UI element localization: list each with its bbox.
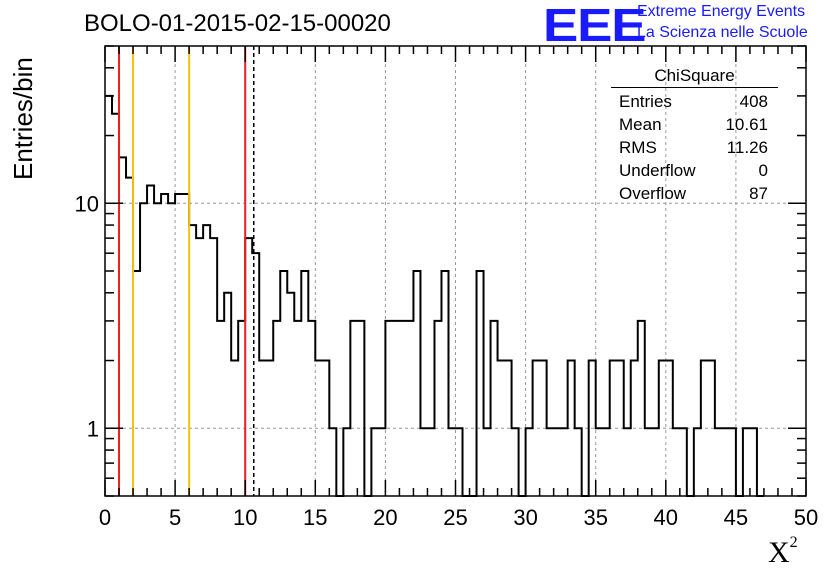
x-tick-label: 25 bbox=[443, 505, 467, 530]
x-tick-label: 50 bbox=[794, 505, 818, 530]
chart-title: BOLO-01-2015-02-15-00020 bbox=[84, 10, 391, 37]
stats-row-entries: Entries 408 bbox=[619, 92, 768, 111]
x-tick-label: 10 bbox=[233, 505, 257, 530]
x-tick-label: 35 bbox=[583, 505, 607, 530]
stats-row-underflow: Underflow 0 bbox=[619, 161, 768, 180]
x-tick-label: 40 bbox=[654, 505, 678, 530]
logo-line-1: Extreme Energy Events bbox=[637, 3, 806, 20]
stats-row-mean: Mean 10.61 bbox=[619, 115, 768, 134]
logo-line-2: La Scienza nelle Scuole bbox=[637, 24, 808, 41]
stats-title: ChiSquare bbox=[611, 66, 778, 88]
x-tick-label: 15 bbox=[303, 505, 327, 530]
x-tick-label: 45 bbox=[724, 505, 748, 530]
histogram-series bbox=[105, 94, 764, 497]
x-tick-label: 0 bbox=[99, 505, 111, 530]
x-tick-label: 30 bbox=[513, 505, 537, 530]
stats-row-rms: RMS 11.26 bbox=[619, 138, 768, 157]
y-axis-label: Entries/bin bbox=[8, 57, 38, 180]
stats-row-overflow: Overflow 87 bbox=[619, 184, 768, 203]
x-axis-label: X2 bbox=[768, 534, 798, 569]
y-tick-label: 10 bbox=[75, 191, 99, 216]
eee-logo: EEE bbox=[543, 0, 647, 51]
x-tick-label: 20 bbox=[373, 505, 397, 530]
y-tick-label: 1 bbox=[87, 416, 99, 441]
stats-box: ChiSquare Entries 408 Mean 10.61 RMS 11.26 … bbox=[611, 66, 778, 205]
x-tick-label: 5 bbox=[169, 505, 181, 530]
